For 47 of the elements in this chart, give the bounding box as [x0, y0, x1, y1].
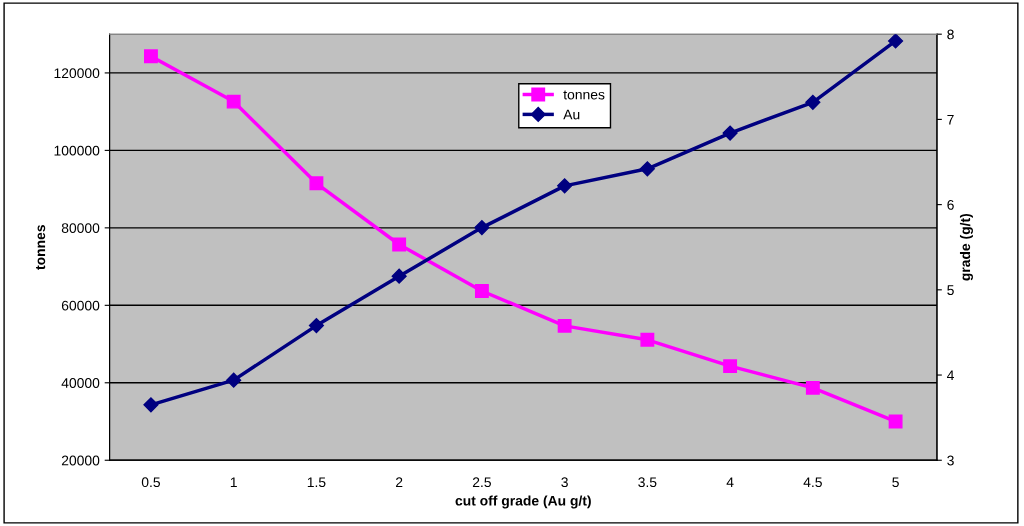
- point: [888, 414, 903, 429]
- point: [474, 220, 490, 236]
- point: [722, 125, 738, 141]
- point: [309, 176, 324, 191]
- point: [639, 161, 655, 177]
- point: [723, 359, 738, 374]
- point: [557, 178, 573, 194]
- x-tick-label: 3.5: [638, 477, 657, 488]
- x-tick-label: 5: [892, 477, 899, 488]
- point: [474, 284, 489, 298]
- point: [557, 318, 572, 333]
- y-tick-label: 80000: [61, 223, 100, 234]
- y2-tick-label: 3: [947, 455, 954, 466]
- legend-label: tonnes: [563, 90, 605, 100]
- x-tick-label: 4: [726, 477, 734, 487]
- legend-label: Au: [563, 109, 580, 120]
- x-tick-label: 1.5: [307, 477, 326, 488]
- y-tick-label: 100000: [54, 145, 100, 156]
- y2-tick-label: 5: [947, 285, 954, 295]
- point: [143, 397, 159, 413]
- y-tick-label: 40000: [61, 378, 100, 388]
- y2-tick-label: 7: [947, 114, 954, 125]
- point: [226, 372, 242, 388]
- y-tick-label: 120000: [54, 68, 100, 79]
- y2-axis-title: grade (g/t): [959, 213, 973, 281]
- y2-tick-label: 4: [947, 370, 954, 381]
- x-tick-label: 2: [395, 477, 403, 487]
- point: [391, 268, 407, 284]
- x-tick-label: 4.5: [803, 477, 822, 488]
- point: [392, 237, 407, 252]
- point: [888, 34, 904, 49]
- x-tick-label: 2.5: [472, 477, 491, 488]
- y-axis-title: tonnes: [36, 225, 46, 270]
- point: [308, 318, 324, 334]
- x-tick-label: 1: [230, 477, 237, 487]
- point: [640, 332, 655, 347]
- y2-tick-label: 8: [947, 29, 954, 40]
- x-axis-title: cut off grade (Au g/t): [455, 495, 591, 509]
- y-tick-label: 20000: [61, 455, 100, 466]
- y2-tick-label: 6: [947, 199, 954, 210]
- y-tick-label: 60000: [61, 300, 100, 311]
- x-tick-label: 0.5: [141, 477, 161, 488]
- point: [143, 49, 158, 64]
- point: [226, 94, 241, 109]
- point: [805, 94, 821, 110]
- x-tick-label: 3: [561, 477, 568, 488]
- point: [805, 380, 820, 395]
